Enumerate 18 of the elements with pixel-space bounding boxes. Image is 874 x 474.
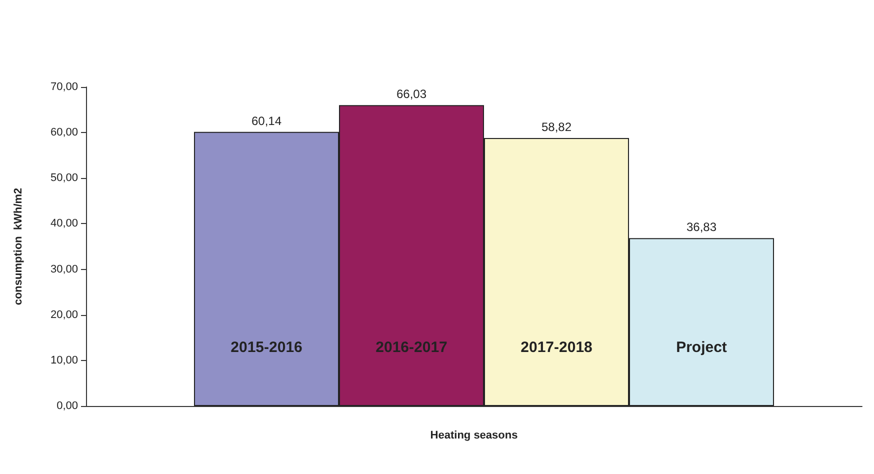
y-tick-label: 0,00 bbox=[56, 400, 78, 412]
data-label: 66,03 bbox=[396, 87, 427, 102]
x-tick-label: Project bbox=[676, 339, 727, 356]
data-label: 60,14 bbox=[251, 114, 282, 128]
y-tick-label: 20,00 bbox=[50, 308, 78, 321]
y-tick-label: 70,00 bbox=[50, 81, 78, 93]
x-tick-label: 2016-2017 bbox=[376, 339, 448, 356]
y-tick-label: 40,00 bbox=[50, 218, 78, 230]
y-tick-label: 60,00 bbox=[50, 126, 78, 139]
x-tick-label: 2017-2018 bbox=[520, 339, 592, 356]
x-tick-label: 2015-2016 bbox=[230, 339, 302, 356]
data-label: 58,82 bbox=[541, 120, 572, 134]
y-tick-label: 50,00 bbox=[50, 172, 78, 184]
y-tick-label: 10,00 bbox=[50, 354, 78, 366]
data-label: 36,83 bbox=[686, 220, 717, 234]
x-axis-title: Heating seasons bbox=[430, 430, 518, 442]
y-axis-title: consumption kWh/m2 bbox=[12, 188, 24, 306]
y-tick-label: 30,00 bbox=[50, 263, 78, 276]
